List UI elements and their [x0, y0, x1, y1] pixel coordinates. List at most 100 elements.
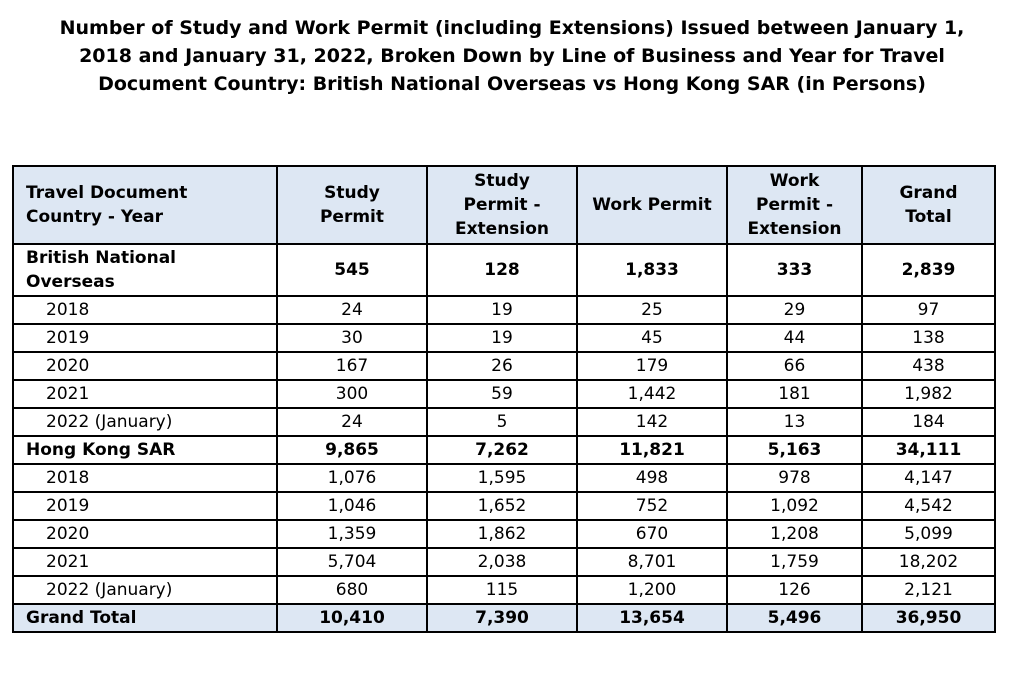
study-permit-cell: 10,410: [276, 603, 428, 633]
grand-total-cell: 2,121: [861, 575, 996, 605]
work-permit-extension-cell: 126: [726, 575, 863, 605]
work-permit-cell: 25: [576, 295, 728, 325]
work-permit-cell: 11,821: [576, 435, 728, 465]
group-row: Hong Kong SAR 9,865 7,262 11,821 5,163 34,111: [12, 435, 996, 465]
study-permit-extension-cell: 2,038: [426, 547, 578, 577]
header-line: Total: [905, 207, 952, 227]
work-permit-cell: 752: [576, 491, 728, 521]
grand-total-cell: 184: [861, 407, 996, 437]
work-permit-cell: 8,701: [576, 547, 728, 577]
table-row: 2021 5,704 2,038 8,701 1,759 18,202: [12, 547, 996, 577]
work-permit-extension-cell: 13: [726, 407, 863, 437]
page-title: Number of Study and Work Permit (includi…: [12, 14, 1012, 98]
study-permit-cell: 24: [276, 295, 428, 325]
header-line: Study: [474, 171, 530, 191]
row-label: 2018: [12, 295, 278, 325]
work-permit-extension-cell: 5,163: [726, 435, 863, 465]
table-header: Travel Document Country - Year Study Per…: [12, 165, 996, 245]
title-line: Number of Study and Work Permit (includi…: [59, 17, 965, 39]
study-permit-cell: 30: [276, 323, 428, 353]
group-row: British National Overseas 545 128 1,833 333 2…: [12, 243, 996, 297]
grand-total-cell: 36,950: [861, 603, 996, 633]
header-line: Travel Document: [26, 183, 188, 203]
study-permit-cell: 9,865: [276, 435, 428, 465]
study-permit-cell: 1,046: [276, 491, 428, 521]
work-permit-cell: 1,200: [576, 575, 728, 605]
grand-total-cell: 5,099: [861, 519, 996, 549]
row-label: Grand Total: [12, 603, 278, 633]
row-label: British National Overseas: [12, 243, 278, 297]
table-row: 2020 167 26 179 66 438: [12, 351, 996, 381]
grand-total-cell: 1,982: [861, 379, 996, 409]
study-permit-extension-cell: 1,652: [426, 491, 578, 521]
row-label: 2020: [12, 519, 278, 549]
study-permit-extension-cell: 19: [426, 323, 578, 353]
header-line: Study: [324, 183, 380, 203]
work-permit-extension-cell: 333: [726, 243, 863, 297]
work-permit-extension-cell: 1,092: [726, 491, 863, 521]
study-permit-cell: 24: [276, 407, 428, 437]
study-permit-extension-cell: 128: [426, 243, 578, 297]
table-row: 2020 1,359 1,862 670 1,208 5,099: [12, 519, 996, 549]
title-line: Document Country: British National Overs…: [98, 73, 926, 95]
grand-total-cell: 4,147: [861, 463, 996, 493]
study-permit-cell: 1,076: [276, 463, 428, 493]
study-permit-cell: 1,359: [276, 519, 428, 549]
study-permit-cell: 680: [276, 575, 428, 605]
work-permit-extension-cell: 1,759: [726, 547, 863, 577]
work-permit-extension-cell: 978: [726, 463, 863, 493]
row-label: 2019: [12, 323, 278, 353]
header-country-year: Travel Document Country - Year: [12, 165, 278, 245]
study-permit-extension-cell: 7,390: [426, 603, 578, 633]
table-row: 2019 1,046 1,652 752 1,092 4,542: [12, 491, 996, 521]
header-row: Travel Document Country - Year Study Per…: [12, 165, 996, 245]
grand-total-cell: 97: [861, 295, 996, 325]
table-row: 2022 (January) 24 5 142 13 184: [12, 407, 996, 437]
work-permit-extension-cell: 5,496: [726, 603, 863, 633]
row-label: 2020: [12, 351, 278, 381]
work-permit-extension-cell: 66: [726, 351, 863, 381]
work-permit-cell: 1,442: [576, 379, 728, 409]
row-label: 2021: [12, 547, 278, 577]
study-permit-extension-cell: 1,595: [426, 463, 578, 493]
study-permit-cell: 167: [276, 351, 428, 381]
row-label: 2019: [12, 491, 278, 521]
work-permit-cell: 498: [576, 463, 728, 493]
work-permit-extension-cell: 181: [726, 379, 863, 409]
row-label: 2022 (January): [12, 575, 278, 605]
study-permit-extension-cell: 59: [426, 379, 578, 409]
table-row: 2018 1,076 1,595 498 978 4,147: [12, 463, 996, 493]
title-line: 2018 and January 31, 2022, Broken Down b…: [79, 45, 945, 67]
table-row: 2021 300 59 1,442 181 1,982: [12, 379, 996, 409]
grand-total-cell: 18,202: [861, 547, 996, 577]
grand-total-cell: 34,111: [861, 435, 996, 465]
work-permit-cell: 1,833: [576, 243, 728, 297]
study-permit-extension-cell: 1,862: [426, 519, 578, 549]
row-label: 2018: [12, 463, 278, 493]
table-row: 2022 (January) 680 115 1,200 126 2,121: [12, 575, 996, 605]
header-work-permit: Work Permit: [576, 165, 728, 245]
row-label: Hong Kong SAR: [12, 435, 278, 465]
grand-total-cell: 4,542: [861, 491, 996, 521]
work-permit-extension-cell: 29: [726, 295, 863, 325]
header-line: Permit -: [463, 195, 541, 215]
header-study-permit: Study Permit: [276, 165, 428, 245]
study-permit-cell: 300: [276, 379, 428, 409]
header-line: Grand: [899, 183, 958, 203]
table-row: 2018 24 19 25 29 97: [12, 295, 996, 325]
header-line: Work: [769, 171, 820, 191]
header-line: Work Permit: [592, 195, 712, 215]
study-permit-extension-cell: 115: [426, 575, 578, 605]
header-grand-total: Grand Total: [861, 165, 996, 245]
header-study-permit-extension: Study Permit - Extension: [426, 165, 578, 245]
table-body: British National Overseas 545 128 1,833 333 2…: [12, 243, 996, 633]
work-permit-cell: 670: [576, 519, 728, 549]
grand-total-row: Grand Total 10,410 7,390 13,654 5,496 36,950: [12, 603, 996, 633]
header-line: Extension: [747, 219, 842, 239]
study-permit-cell: 5,704: [276, 547, 428, 577]
row-label: 2022 (January): [12, 407, 278, 437]
grand-total-cell: 438: [861, 351, 996, 381]
work-permit-extension-cell: 1,208: [726, 519, 863, 549]
study-permit-extension-cell: 5: [426, 407, 578, 437]
work-permit-cell: 13,654: [576, 603, 728, 633]
